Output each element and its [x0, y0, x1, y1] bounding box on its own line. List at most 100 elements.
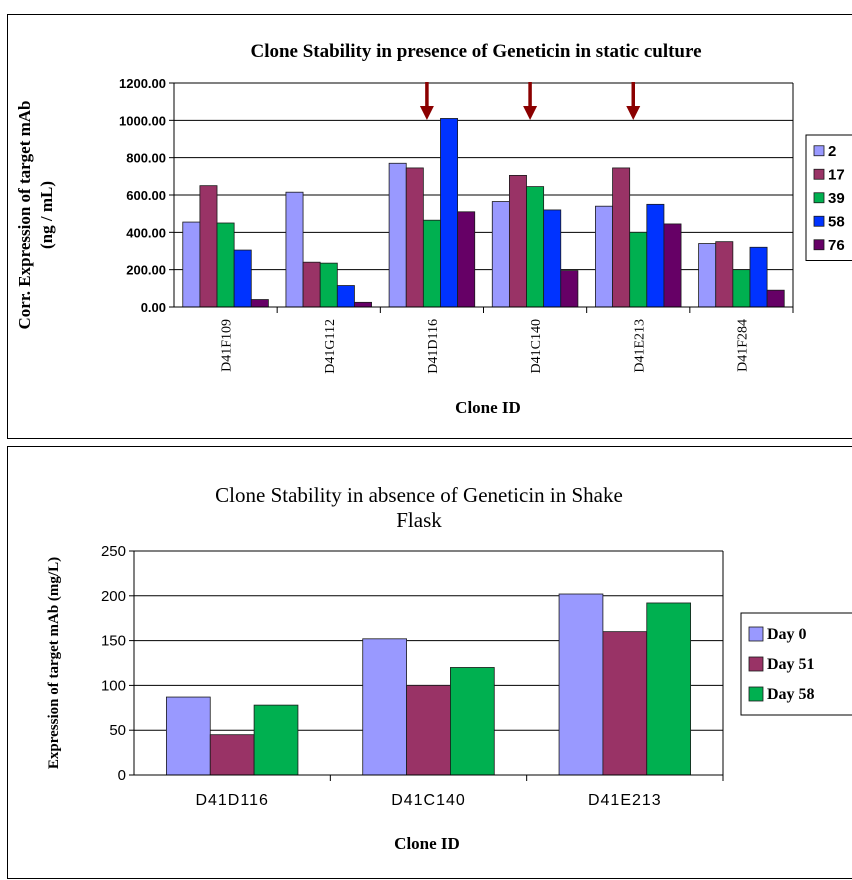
chart-panel-shake-flask: Clone Stability in absence of Geneticin …: [7, 446, 852, 879]
x-tick-label: D41E213: [632, 319, 647, 373]
y-tick-label: 0.00: [141, 300, 166, 315]
bar-d41c140-series-2: [491, 201, 510, 308]
bar-d41e213-series-76: [663, 223, 682, 308]
y-tick-label: 1000.00: [119, 113, 166, 128]
legend-label-2: 2: [828, 143, 836, 160]
bar-d41c140-series-17: [508, 174, 527, 308]
bar-d41f109-series-39: [216, 222, 235, 308]
legend-swatch-day-0: [748, 626, 764, 642]
bar-d41c140-series-day-58: [450, 667, 495, 776]
arrow-d41c140: [523, 82, 538, 120]
bar-d41e213-series-day-58: [646, 602, 692, 776]
bar-d41g112-series-39: [319, 262, 338, 308]
grid: [174, 82, 793, 271]
chart-static-culture: Clone Stability in presence of Geneticin…: [15, 41, 852, 417]
axes: [129, 550, 724, 781]
legend-label-day-51: Day 51: [767, 656, 815, 673]
legend-swatch-day-58: [748, 686, 764, 702]
legend-label-76: 76: [828, 237, 845, 254]
bar-d41g112-series-76: [354, 301, 372, 308]
y-tick-label: 1200.00: [119, 76, 166, 91]
legend-label-day-58: Day 58: [767, 686, 815, 703]
bar-d41f284-series-76: [766, 289, 785, 308]
legend-swatch-39: [813, 192, 825, 204]
y-tick-label: 400.00: [126, 225, 166, 240]
legend-label-day-0: Day 0: [767, 626, 807, 643]
x-tick-label: D41C140: [529, 319, 544, 373]
bar-d41d116-series-day-51: [209, 734, 255, 776]
x-tick-label: D41F284: [735, 319, 750, 372]
bar-d41e213-series-2: [595, 205, 613, 308]
bar-d41c140-series-day-51: [406, 684, 451, 776]
chart-title-line-2: Flask: [396, 508, 442, 532]
legend-swatch-2: [813, 145, 825, 157]
bar-d41c140-series-39: [526, 186, 545, 308]
y-tick-label: 200.00: [126, 263, 166, 278]
bar-d41d116-series-2: [388, 162, 407, 308]
y-axis-title-line-2: (ng / mL): [37, 181, 56, 249]
chart-shake-flask: Clone Stability in absence of Geneticin …: [46, 483, 852, 853]
y-tick-label: 200: [101, 588, 126, 605]
arrow-d41e213: [626, 82, 641, 120]
chart-panel-geneticin-static: Clone Stability in presence of Geneticin…: [7, 14, 852, 439]
y-tick-label: 50: [109, 722, 126, 739]
bar-d41f284-series-39: [732, 269, 751, 308]
y-axis-title: Corr. Expression of target mAb (ng / mL): [15, 100, 56, 329]
bar-d41c140-series-58: [543, 209, 562, 308]
bar-d41f284-series-17: [715, 241, 734, 308]
bar-d41d116-series-17: [405, 167, 424, 308]
bar-d41d116-series-58: [440, 118, 459, 308]
bar-d41e213-series-day-0: [558, 593, 604, 776]
bar-d41f284-series-2: [698, 243, 717, 308]
bars: [182, 118, 785, 308]
bar-d41d116-series-day-58: [253, 704, 299, 776]
x-axis-title: Clone ID: [455, 398, 521, 417]
bar-d41c140-series-76: [560, 270, 579, 308]
chart-title-line-1: Clone Stability in absence of Geneticin …: [215, 483, 623, 507]
legend-label-39: 39: [828, 190, 845, 207]
y-tick-label: 0: [118, 767, 126, 784]
y-axis-title-line-1: Corr. Expression of target mAb: [15, 100, 34, 329]
bar-d41f109-series-58: [233, 249, 252, 308]
bar-d41d116-series-76: [457, 211, 476, 308]
chart-title: Clone Stability in presence of Geneticin…: [250, 41, 701, 62]
legend-swatch-58: [813, 215, 825, 227]
bar-d41d116-series-39: [422, 219, 441, 308]
bar-d41f109-series-2: [182, 221, 201, 308]
bar-d41e213-series-day-51: [602, 631, 648, 776]
arrow-annotations: [419, 82, 641, 120]
x-tick-label: D41D116: [426, 319, 441, 374]
bar-d41g112-series-2: [285, 191, 304, 308]
tick-labels: 0 50 100 150 200 250 D41D116 D41C140 D41E213: [101, 543, 662, 809]
axes: [169, 82, 794, 313]
bar-d41g112-series-58: [336, 285, 355, 308]
y-tick-label: 800.00: [126, 151, 166, 166]
bar-d41f109-series-17: [199, 185, 218, 308]
legend-label-58: 58: [828, 213, 845, 230]
y-tick-label: 100: [101, 677, 126, 694]
bars: [165, 593, 692, 776]
x-tick-label: D41F109: [220, 319, 235, 372]
legend: Day 0 Day 51 Day 58: [740, 612, 852, 716]
x-tick-label: D41D116: [195, 792, 268, 809]
tick-labels: 0.00 200.00 400.00 600.00 800.00 1000.00 1200.…: [119, 76, 750, 374]
bar-d41f284-series-58: [749, 246, 768, 308]
legend-label-17: 17: [828, 166, 845, 183]
y-axis-title: Expression of target mAb (mg/L): [46, 557, 62, 769]
x-tick-label: D41E213: [588, 792, 662, 809]
legend-swatch-17: [813, 168, 825, 180]
y-tick-label: 150: [101, 633, 126, 650]
y-tick-label: 250: [101, 543, 126, 560]
x-tick-label: D41G112: [323, 319, 338, 374]
legend: 2 17 39 58 76: [805, 134, 852, 261]
y-tick-label: 600.00: [126, 188, 166, 203]
legend-swatch-day-51: [748, 656, 764, 672]
bar-d41f109-series-76: [250, 299, 269, 308]
arrow-d41d116: [419, 82, 434, 120]
bar-d41e213-series-17: [612, 167, 631, 308]
bar-d41g112-series-17: [302, 261, 321, 308]
legend-swatch-76: [813, 239, 825, 251]
x-tick-label: D41C140: [391, 792, 466, 809]
bar-d41c140-series-day-0: [362, 638, 407, 776]
bar-d41d116-series-day-0: [165, 696, 211, 776]
